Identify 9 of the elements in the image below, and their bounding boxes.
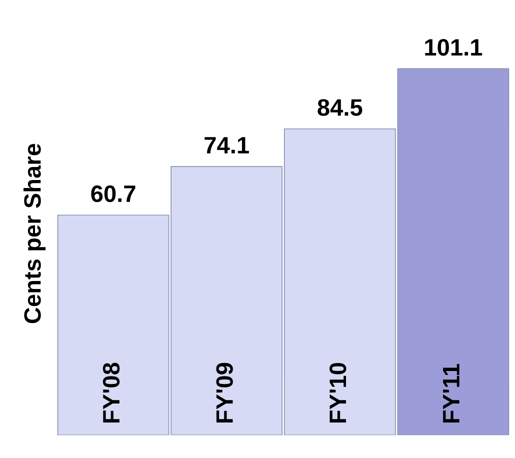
data-label: 60.7 — [91, 185, 136, 202]
x-tick-label: FY'10 — [330, 363, 346, 423]
data-label: 84.5 — [318, 99, 362, 116]
x-tick-label: FY'08 — [102, 362, 120, 423]
data-label: 101.1 — [425, 38, 482, 56]
x-tick-label: FY'09 — [216, 362, 233, 423]
data-label: 74.1 — [204, 137, 249, 154]
x-tick-label: FY'11 — [443, 364, 460, 423]
y-axis-title: Cents per Share — [24, 144, 46, 324]
